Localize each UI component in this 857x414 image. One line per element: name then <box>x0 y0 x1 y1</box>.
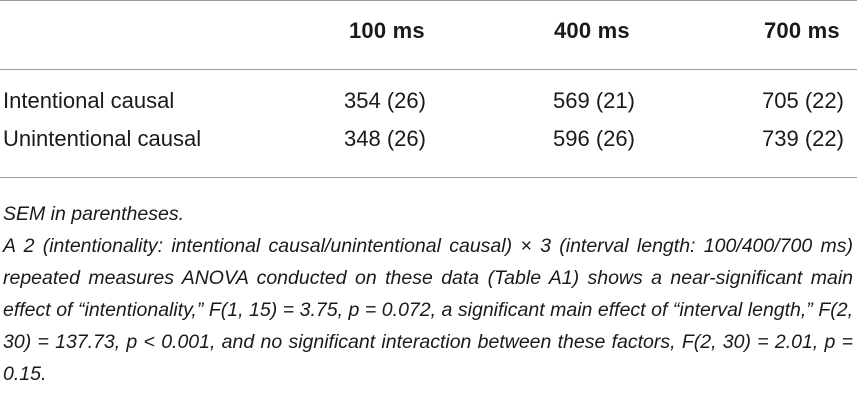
footnote-anova-text: A 2 (intentionality: intentional causal/… <box>3 235 853 385</box>
table-top-rule <box>0 0 857 1</box>
row-label: Intentional causal <box>3 88 175 113</box>
footnote-sem-note: SEM in parentheses. <box>3 203 185 225</box>
table-footnote: SEM in parentheses. A 2 (intentionality:… <box>3 198 853 390</box>
table-cell: 739 (22) <box>762 126 844 151</box>
column-header-100ms: 100 ms <box>349 18 425 43</box>
column-header-400ms: 400 ms <box>554 18 630 43</box>
table-cell: 596 (26) <box>553 126 635 151</box>
row-label: Unintentional causal <box>3 126 202 151</box>
table-cell: 569 (21) <box>553 88 635 113</box>
table-cell: 348 (26) <box>344 126 426 151</box>
table-cell: 705 (22) <box>762 88 844 113</box>
header-divider-rule <box>0 69 857 70</box>
table-cell: 354 (26) <box>344 88 426 113</box>
table-bottom-rule <box>0 177 857 178</box>
column-header-700ms: 700 ms <box>764 18 840 43</box>
